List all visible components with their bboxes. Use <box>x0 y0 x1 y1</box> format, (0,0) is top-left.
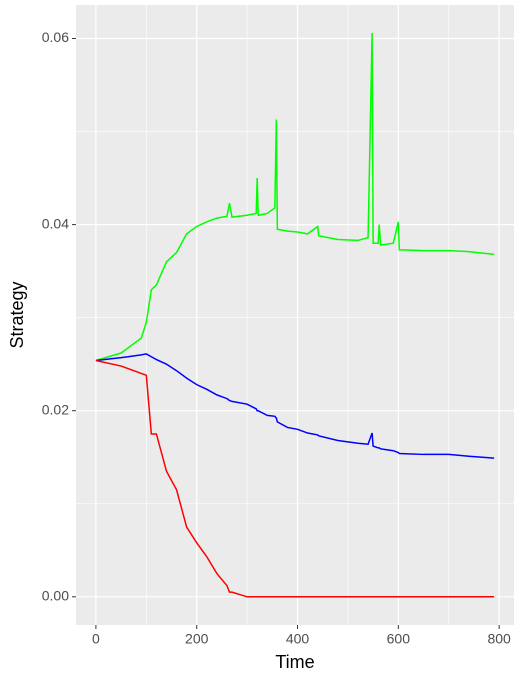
y-axis-label: Strategy <box>7 281 27 348</box>
x-axis-label: Time <box>275 652 314 672</box>
panel <box>76 5 514 625</box>
line <box>95 32 495 362</box>
line <box>95 359 495 598</box>
y-tick-label: 0.00 <box>42 588 69 604</box>
x-tick-label: 600 <box>387 631 411 647</box>
y-tick-label: 0.06 <box>42 29 69 45</box>
y-tick-label: 0.04 <box>42 215 69 231</box>
y-tick-label: 0.02 <box>42 401 69 417</box>
x-tick-label: 400 <box>286 631 310 647</box>
line <box>95 353 495 459</box>
x-tick-label: 0 <box>92 631 100 647</box>
x-tick-label: 200 <box>185 631 209 647</box>
x-tick-label: 800 <box>487 631 511 647</box>
